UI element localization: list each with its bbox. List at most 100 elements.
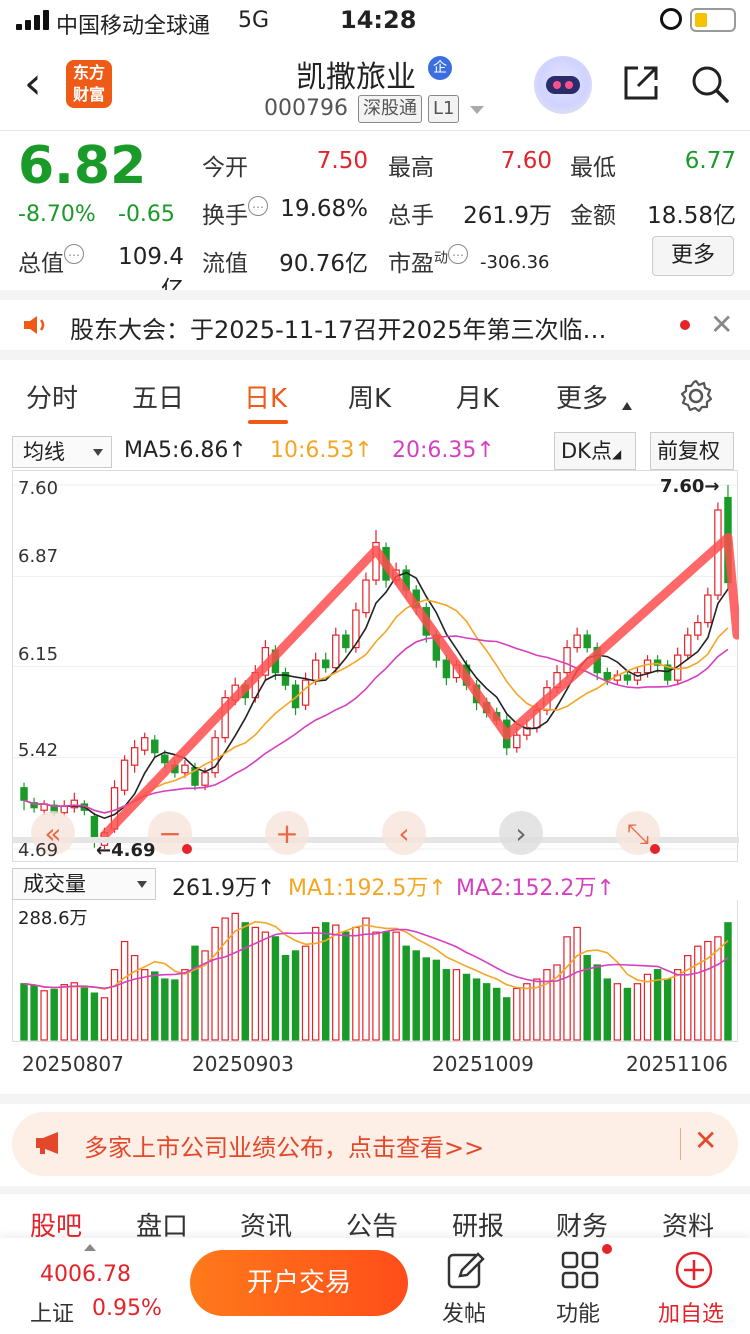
next-icon[interactable]: ›	[515, 817, 526, 850]
volume-bar	[402, 945, 410, 1041]
prev-icon[interactable]: ‹	[398, 817, 409, 850]
indicator-selector[interactable]: 均线	[12, 436, 112, 468]
carrier-label: 中国移动全球通	[56, 14, 211, 39]
candle-body	[523, 727, 531, 736]
pe-value: -306.36	[480, 252, 550, 273]
tab-announcements[interactable]: 公告	[346, 1212, 399, 1242]
tab-five-day[interactable]: 五日	[132, 384, 185, 414]
tab-weekly-k[interactable]: 周K	[348, 384, 392, 414]
volume-bar	[684, 954, 692, 1041]
volume-bar	[342, 931, 350, 1041]
tab-news[interactable]: 资讯	[240, 1212, 293, 1242]
gear-icon[interactable]	[678, 378, 714, 414]
tab-minute[interactable]: 分时	[26, 384, 79, 414]
candle-body	[161, 754, 169, 764]
info-icon[interactable]: …	[448, 244, 468, 264]
volume-bar	[110, 969, 119, 1041]
tab-forum[interactable]: 股吧	[30, 1212, 83, 1242]
max-price-label: 7.60→	[660, 476, 720, 497]
volume-bar	[714, 936, 722, 1041]
info-icon[interactable]: …	[64, 244, 84, 264]
dk-point-button[interactable]: DK点◢	[554, 432, 636, 470]
volume-bar	[60, 984, 68, 1041]
volume-chart[interactable]	[12, 900, 738, 1042]
volume-bar	[70, 982, 79, 1041]
index-name[interactable]: 上证	[30, 1302, 75, 1327]
candle-body	[120, 759, 129, 791]
volume-selector[interactable]: 成交量	[12, 868, 156, 900]
open-account-trade-button[interactable]: 开户交易	[190, 1250, 408, 1316]
chevron-down-icon[interactable]	[470, 106, 484, 114]
function-icon[interactable]	[560, 1250, 600, 1290]
stock-code: 000796	[264, 96, 348, 121]
promo-banner[interactable]	[12, 1112, 738, 1176]
share-icon[interactable]	[622, 64, 660, 102]
close-icon[interactable]: ✕	[710, 308, 734, 341]
assistant-avatar-icon[interactable]	[534, 56, 592, 114]
tab-profile[interactable]: 资料	[662, 1212, 715, 1242]
tab-more[interactable]: 更多	[556, 384, 609, 414]
volume-bar	[50, 988, 58, 1041]
expand-up-icon[interactable]	[84, 1244, 96, 1251]
info-icon[interactable]: …	[248, 196, 268, 216]
volume-bar	[472, 978, 481, 1041]
ma20-label: 20:6.35↑	[392, 438, 495, 463]
high-value: 7.60	[500, 148, 552, 174]
volume-bar	[704, 940, 712, 1041]
close-icon[interactable]: ✕	[694, 1124, 718, 1157]
volume-bar	[593, 964, 601, 1041]
dk-triangle-icon: ◢	[611, 447, 622, 461]
megaphone-icon	[36, 1132, 58, 1154]
volume-max-label: 288.6万	[18, 908, 88, 929]
tab-order-book[interactable]: 盘口	[136, 1212, 189, 1242]
notice-text[interactable]: 股东大会：于2025-11-17召开2025年第三次临…	[70, 316, 607, 344]
tab-monthly-k[interactable]: 月K	[456, 384, 500, 414]
turnover-label-text: 换手	[202, 203, 248, 229]
battery-icon	[690, 8, 736, 32]
tab-research[interactable]: 研报	[452, 1212, 505, 1242]
volume-bar	[482, 983, 491, 1041]
post-icon[interactable]	[446, 1250, 486, 1290]
more-button[interactable]: 更多	[652, 236, 734, 276]
y-tick-5: 4.69	[18, 840, 59, 861]
index-percent[interactable]: 0.95%	[92, 1296, 162, 1321]
volume-bar	[221, 917, 229, 1041]
candle-body	[332, 634, 340, 669]
candle-body	[201, 772, 209, 786]
ma5-line	[23, 571, 729, 820]
zoom-out-icon[interactable]: −	[158, 817, 181, 850]
candle-body	[70, 799, 79, 809]
search-icon[interactable]	[690, 64, 730, 104]
candle-body	[342, 634, 350, 649]
rewind-icon-bg	[31, 811, 75, 855]
vol-ma1-label: MA1:192.5万↑	[288, 876, 447, 901]
back-icon[interactable]: ‹	[24, 58, 42, 109]
adjust-button[interactable]: 前复权	[650, 432, 734, 470]
tab-financials[interactable]: 财务	[556, 1212, 609, 1242]
vol-ma1-line	[23, 920, 729, 990]
candle-body	[60, 805, 68, 814]
low-value: 6.77	[684, 148, 736, 174]
function-label[interactable]: 功能	[556, 1302, 601, 1327]
volume-bar	[382, 931, 390, 1041]
add-watchlist-label[interactable]: 加自选	[658, 1302, 725, 1327]
notification-dot	[602, 1244, 612, 1254]
enterprise-badge: 企	[428, 56, 452, 80]
network-label: 5G	[238, 8, 270, 33]
volume-bar	[513, 987, 521, 1041]
section-gap	[0, 1094, 750, 1104]
volume-bar	[503, 997, 511, 1041]
candle-body	[583, 634, 591, 649]
index-value[interactable]: 4006.78	[40, 1262, 131, 1287]
tab-daily-k[interactable]: 日K	[244, 384, 288, 414]
volume-bar	[171, 979, 179, 1041]
add-watchlist-icon[interactable]	[674, 1250, 714, 1290]
kline-chart[interactable]: « − + ‹ › ⤡	[12, 470, 742, 862]
fullscreen-icon[interactable]: ⤡	[627, 817, 649, 850]
more-triangle-icon	[622, 402, 632, 410]
rewind-icon[interactable]: «	[44, 817, 61, 850]
volume-bar	[392, 931, 400, 1041]
zoom-in-icon[interactable]: +	[275, 817, 298, 850]
banner-text[interactable]: 多家上市公司业绩公布，点击查看>>	[84, 1134, 485, 1162]
post-label[interactable]: 发帖	[442, 1302, 487, 1327]
